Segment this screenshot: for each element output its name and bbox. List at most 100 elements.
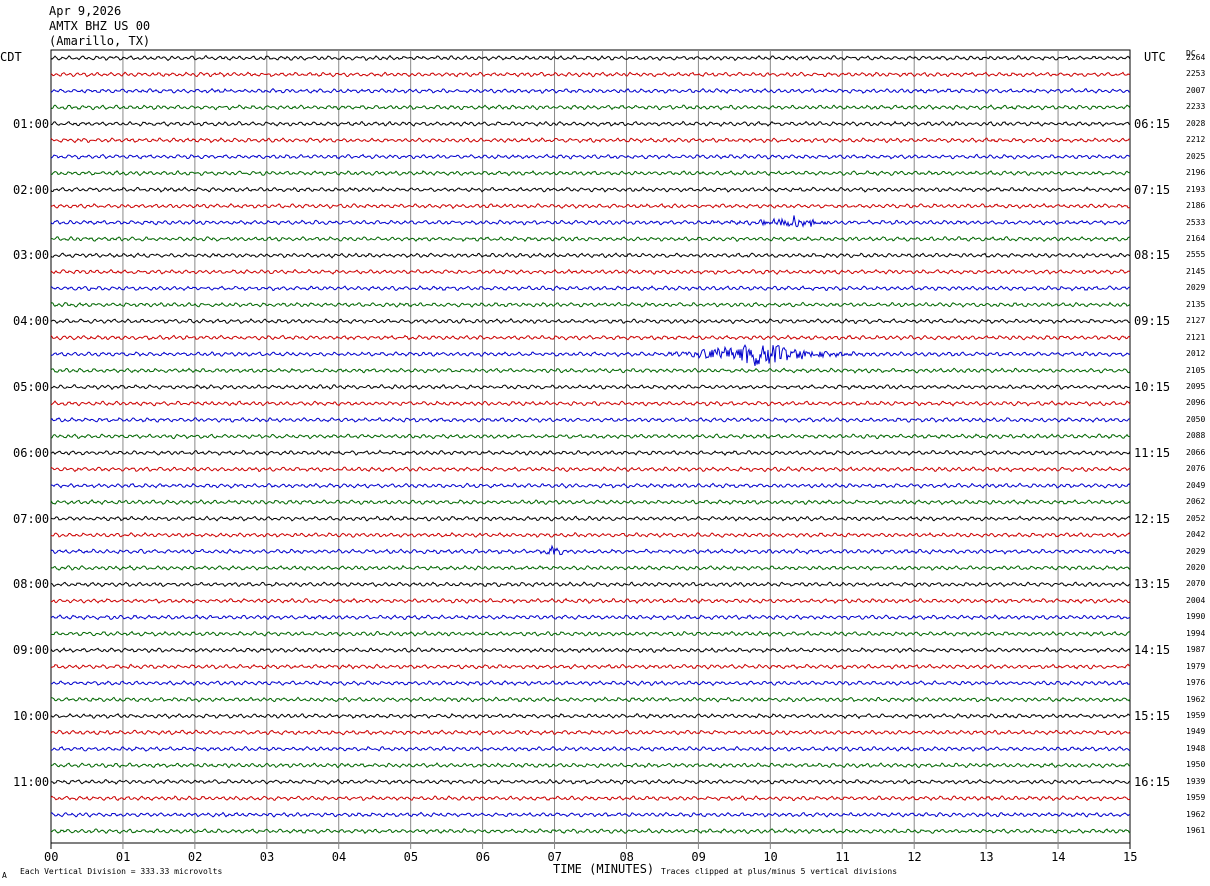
clip-note: Traces clipped at plus/minus 5 vertical … <box>661 867 898 876</box>
left-zone-label: CDT <box>0 50 22 64</box>
dc-offset-label: 2196 <box>1186 168 1206 178</box>
x-tick-label: 15 <box>1123 850 1138 864</box>
dc-offset-label: 2029 <box>1186 546 1206 556</box>
dc-offset-label: 2253 <box>1186 69 1206 79</box>
dc-offset-label: 2028 <box>1186 118 1206 128</box>
right-zone-label: UTC <box>1144 50 1166 64</box>
right-hour-label: 08:15 <box>1134 248 1171 263</box>
x-tick-label: 04 <box>331 850 347 864</box>
minute-grid <box>50 49 1131 849</box>
dc-offset-label: 1987 <box>1186 645 1206 655</box>
x-tick-label: 13 <box>979 850 994 864</box>
right-hour-label: 06:15 <box>1134 116 1171 131</box>
trace-line <box>50 544 1131 556</box>
x-tick-label: 14 <box>1051 850 1066 864</box>
header-station: AMTX BHZ US 00 <box>49 19 151 33</box>
x-tick-label: 07 <box>547 850 562 864</box>
dc-offset-label: 2004 <box>1186 595 1206 605</box>
dc-offset-label: 2066 <box>1186 447 1206 457</box>
x-tick-label: 05 <box>403 850 419 864</box>
dc-offset-label: 2012 <box>1186 349 1206 359</box>
dc-label: DC <box>1186 49 1196 58</box>
trace-line <box>50 482 1131 489</box>
trace-group <box>50 54 1131 835</box>
trace-line <box>50 614 1131 621</box>
x-tick-label: 08 <box>619 850 634 864</box>
corner-mark: A <box>2 871 7 880</box>
trace-line <box>50 54 1131 62</box>
x-tick-label: 09 <box>691 850 706 864</box>
plot-frame <box>50 49 1131 844</box>
trace-line <box>50 367 1131 374</box>
trace-line <box>50 301 1131 308</box>
x-tick-label: 02 <box>187 850 203 864</box>
trace-line <box>50 663 1131 670</box>
left-hour-label: 07:00 <box>13 511 50 526</box>
dc-offset-label: 2029 <box>1186 283 1206 293</box>
trace-line <box>50 795 1131 802</box>
header-location: (Amarillo, TX) <box>49 34 151 48</box>
dc-offset-label: 2233 <box>1186 102 1206 112</box>
trace-line <box>50 498 1131 506</box>
right-hour-label: 14:15 <box>1134 643 1171 658</box>
trace-line <box>50 137 1131 144</box>
trace-line <box>50 532 1131 539</box>
trace-line <box>50 729 1131 736</box>
dc-offset-label: 2212 <box>1186 135 1206 145</box>
trace-line <box>50 104 1131 111</box>
dc-offset-label: 1949 <box>1186 727 1206 737</box>
left-hour-label: 02:00 <box>13 182 50 197</box>
dc-offset-label: 1950 <box>1186 760 1206 770</box>
trace-line <box>50 466 1131 473</box>
trace-line <box>50 400 1131 407</box>
dc-offset-label: 1979 <box>1186 661 1206 671</box>
dc-offset-label: 2186 <box>1186 201 1206 211</box>
trace-line <box>50 318 1131 325</box>
x-tick-label: 03 <box>259 850 275 864</box>
right-hour-label: 10:15 <box>1134 380 1171 394</box>
dc-offset-label: 1959 <box>1186 793 1206 803</box>
dc-offset-label: 1976 <box>1186 678 1206 688</box>
dc-offset-label: 2096 <box>1186 398 1206 408</box>
right-hour-label: 15:15 <box>1134 709 1171 723</box>
trace-line <box>50 334 1131 341</box>
dc-offset-label: 2121 <box>1186 332 1206 342</box>
dc-offset-label: 1959 <box>1186 711 1206 720</box>
x-tick-label: 00 <box>44 850 59 864</box>
dc-offset-label: 2264 <box>1186 53 1206 62</box>
right-hour-label: 07:15 <box>1134 182 1171 197</box>
dc-offset-label: 1948 <box>1186 743 1206 753</box>
trace-line <box>50 515 1131 522</box>
trace-line <box>50 811 1130 818</box>
dc-offset-label: 2076 <box>1186 464 1206 474</box>
dc-offset-label: 2105 <box>1186 365 1206 375</box>
dc-offset-label: 2095 <box>1186 382 1206 391</box>
trace-line <box>51 745 1131 752</box>
left-hour-label: 03:00 <box>13 248 50 263</box>
left-hour-label: 06:00 <box>13 445 50 460</box>
x-tick-label: 11 <box>835 850 850 864</box>
trace-line <box>50 647 1131 654</box>
dc-offset-label: 1994 <box>1186 628 1206 638</box>
header-date: Apr 9,2026 <box>49 4 122 18</box>
x-axis-label: TIME (MINUTES) <box>553 862 655 876</box>
left-hour-label: 05:00 <box>13 380 50 394</box>
trace-line <box>50 285 1130 292</box>
trace-line <box>50 87 1130 95</box>
dc-offset-label: 2042 <box>1186 530 1206 540</box>
scale-note: Each Vertical Division = 333.33 microvol… <box>20 867 223 876</box>
dc-offset-label: 2533 <box>1186 217 1206 227</box>
dc-offset-label: 2555 <box>1186 250 1206 260</box>
left-hour-label: 08:00 <box>13 577 50 592</box>
dc-offset-label: 2145 <box>1186 266 1206 276</box>
trace-line <box>51 680 1131 687</box>
dc-offset-label: 2164 <box>1186 233 1206 243</box>
x-tick-label: 10 <box>763 850 778 864</box>
trace-line <box>50 828 1131 835</box>
dc-offset-label: 2050 <box>1186 414 1206 424</box>
trace-line <box>50 762 1131 769</box>
trace-line <box>50 384 1131 391</box>
x-tick-label: 12 <box>907 850 922 864</box>
trace-line <box>50 170 1131 177</box>
